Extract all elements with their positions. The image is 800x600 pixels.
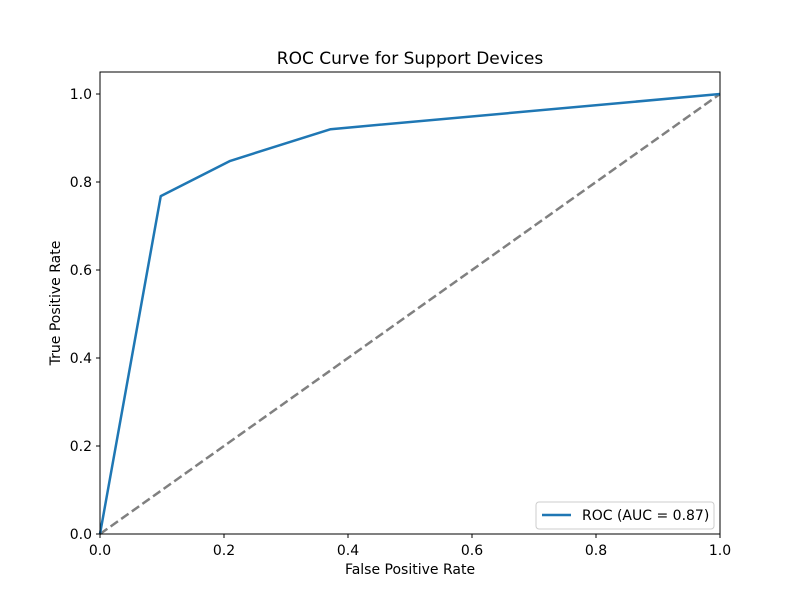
y-tick-label: 1.0	[70, 87, 92, 103]
legend-box	[535, 501, 715, 530]
x-tick-label: 0.0	[89, 543, 111, 559]
x-tick-label: 0.6	[461, 543, 483, 559]
y-axis-label: True Positive Rate	[48, 241, 64, 367]
x-tick-label: 1.0	[709, 543, 731, 559]
legend-label: ROC (AUC = 0.87)	[582, 508, 709, 524]
plot-frame	[99, 71, 721, 535]
x-tick-label: 0.2	[213, 543, 235, 559]
chart-title: ROC Curve for Support Devices	[277, 49, 544, 69]
diagonal-reference-line	[99, 92, 721, 536]
y-tick-label: 0.4	[70, 351, 92, 367]
x-axis-label: False Positive Rate	[345, 562, 475, 578]
plot-area	[100, 72, 720, 534]
x-tick-label: 0.8	[585, 543, 607, 559]
roc-curve-line	[98, 92, 721, 535]
y-tick-label: 0.2	[70, 439, 92, 455]
y-tick-label: 0.6	[70, 263, 92, 279]
y-axis: 0.0 0.2 0.4 0.6 0.8 1.0	[70, 87, 100, 543]
legend: ROC (AUC = 0.87)	[535, 501, 715, 530]
y-tick-label: 0.0	[70, 527, 92, 543]
y-tick-label: 0.8	[70, 175, 92, 191]
x-axis: 0.0 0.2 0.4 0.6 0.8 1.0	[89, 534, 731, 559]
x-tick-label: 0.4	[337, 543, 359, 559]
series-layer	[98, 92, 721, 536]
